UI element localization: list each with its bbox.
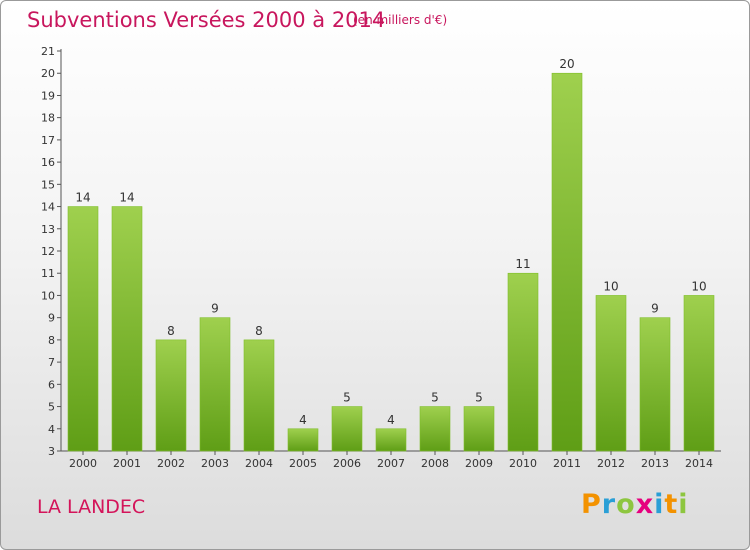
bar-2000 [67,206,99,452]
x-tick-label: 2001 [113,457,141,470]
chart-title: Subventions Versées 2000 à 2014 [27,8,386,32]
logo-letter: i [678,489,689,520]
y-tick-label: 4 [48,423,55,436]
bar-2002 [155,339,187,452]
y-tick-label: 12 [41,245,55,258]
x-tick-label: 2011 [553,457,581,470]
chart-unit: (en milliers d'€) [353,13,448,27]
bar-2005 [287,428,319,452]
x-tick-label: 2012 [597,457,625,470]
x-tick-label: 2003 [201,457,229,470]
proxiti-logo: Proxiti [581,489,689,520]
y-tick-label: 5 [48,401,55,414]
logo-letter: P [581,489,602,520]
y-tick-label: 16 [41,156,55,169]
y-tick-label: 21 [41,45,55,58]
data-label: 9 [651,302,659,316]
data-label: 14 [75,191,90,205]
data-label: 8 [255,324,263,338]
logo-letter: t [664,489,679,520]
data-label: 10 [603,279,618,293]
bar-2010 [507,272,539,452]
bar-2006 [331,406,363,452]
y-tick-label: 19 [41,89,55,102]
y-tick-label: 3 [48,445,55,458]
bar-2004 [243,339,275,452]
y-tick-label: 9 [48,312,55,325]
y-tick-label: 14 [41,201,55,214]
x-tick-label: 2006 [333,457,361,470]
data-label: 14 [119,191,134,205]
bar-2001 [111,206,143,452]
x-tick-label: 2010 [509,457,537,470]
y-tick-label: 8 [48,334,55,347]
bar-2008 [419,406,451,452]
y-tick-label: 6 [48,378,55,391]
bar-2003 [199,317,231,452]
bar-2007 [375,428,407,452]
y-tick-label: 7 [48,356,55,369]
x-tick-label: 2004 [245,457,273,470]
y-tick-label: 13 [41,223,55,236]
data-label: 4 [387,413,395,427]
x-tick-label: 2014 [685,457,713,470]
bar-2011 [551,72,583,452]
data-label: 20 [559,57,574,71]
x-tick-label: 2000 [69,457,97,470]
data-label: 5 [475,391,483,405]
y-tick-label: 20 [41,67,55,80]
bar-2012 [595,295,627,452]
y-tick-label: 18 [41,112,55,125]
x-tick-label: 2009 [465,457,493,470]
logo-letter: r [601,489,617,520]
x-tick-label: 2008 [421,457,449,470]
logo-letter: x [635,489,655,520]
y-tick-label: 15 [41,178,55,191]
data-label: 4 [299,413,307,427]
y-tick-label: 11 [41,267,55,280]
y-tick-label: 10 [41,289,55,302]
data-label: 10 [691,279,706,293]
x-tick-label: 2013 [641,457,669,470]
city-name: LA LANDEC [37,496,146,518]
bar-2014 [683,295,715,452]
x-tick-label: 2002 [157,457,185,470]
logo-letter: o [616,489,636,520]
data-label: 5 [343,391,351,405]
bar-2009 [463,406,495,452]
data-label: 9 [211,302,219,316]
data-label: 5 [431,391,439,405]
data-label: 8 [167,324,175,338]
logo-letter: i [654,489,665,520]
data-label: 11 [515,257,530,271]
bar-2013 [639,317,671,452]
x-tick-label: 2007 [377,457,405,470]
x-tick-label: 2005 [289,457,317,470]
y-tick-label: 17 [41,134,55,147]
